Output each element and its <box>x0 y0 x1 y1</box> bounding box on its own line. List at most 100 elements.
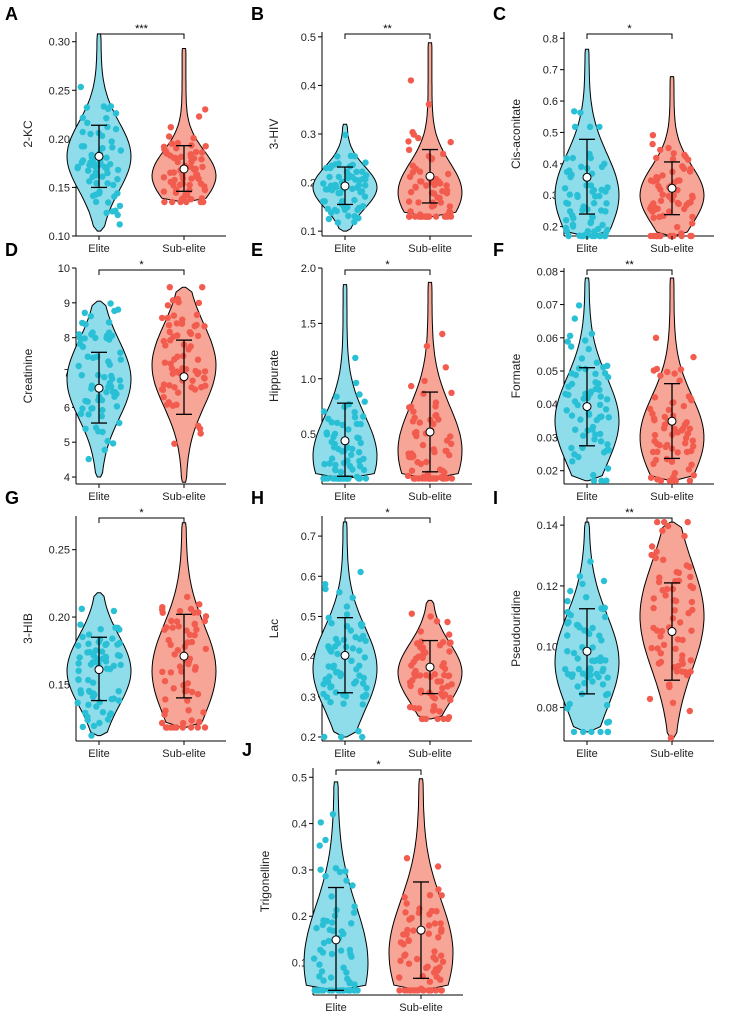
data-point <box>659 191 666 198</box>
data-point <box>564 608 571 616</box>
data-point <box>405 960 413 967</box>
data-point <box>407 403 415 410</box>
data-point <box>442 447 449 455</box>
data-point <box>602 657 609 664</box>
data-point <box>405 450 412 457</box>
data-point <box>664 368 671 376</box>
data-point <box>173 618 181 625</box>
y-axis-label: Creatinine <box>21 348 35 403</box>
data-point <box>174 295 182 303</box>
data-point <box>568 412 576 419</box>
data-point <box>674 177 681 184</box>
significance-label: * <box>385 259 390 271</box>
data-point <box>433 908 440 915</box>
data-point <box>346 462 354 470</box>
data-point <box>396 987 403 994</box>
data-point <box>190 134 197 142</box>
data-point <box>446 451 453 459</box>
data-point <box>418 178 425 185</box>
data-point <box>593 359 601 366</box>
data-point <box>202 143 209 150</box>
data-point <box>565 383 572 390</box>
data-point <box>191 632 198 639</box>
significance-bracket <box>586 269 673 275</box>
data-point <box>575 302 583 309</box>
data-point <box>99 406 106 414</box>
data-point <box>572 426 579 433</box>
data-point <box>574 193 581 200</box>
data-point <box>404 472 412 480</box>
data-point <box>198 149 206 156</box>
data-point <box>586 123 594 130</box>
data-point <box>322 872 329 880</box>
panel-letter: B <box>251 4 264 24</box>
data-point <box>688 627 695 634</box>
data-point <box>581 679 588 687</box>
data-point <box>653 548 660 555</box>
data-point <box>566 332 574 339</box>
data-point <box>361 398 368 405</box>
data-point <box>162 724 170 731</box>
data-point <box>106 361 114 368</box>
data-point <box>195 299 203 307</box>
data-point <box>672 477 679 484</box>
data-point <box>412 165 420 172</box>
y-tick-label: 0.08 <box>537 266 558 278</box>
data-point <box>354 434 361 441</box>
data-point <box>648 644 655 652</box>
data-point <box>658 627 666 635</box>
data-point <box>405 213 413 220</box>
data-point <box>351 903 358 910</box>
data-point <box>331 440 338 448</box>
data-point <box>596 232 603 240</box>
data-point <box>187 163 194 170</box>
data-point <box>444 715 452 723</box>
data-point <box>329 919 336 926</box>
data-point <box>435 886 442 893</box>
data-point <box>95 371 102 379</box>
data-point <box>657 658 665 666</box>
mean-marker <box>667 627 677 637</box>
data-point <box>685 393 693 400</box>
data-point <box>171 440 178 447</box>
mean-marker <box>179 651 189 661</box>
data-point <box>319 921 326 929</box>
data-point <box>171 176 178 184</box>
data-point <box>158 314 166 322</box>
data-point <box>436 708 443 715</box>
data-point <box>686 477 694 484</box>
data-point <box>161 626 168 633</box>
data-point <box>665 144 672 152</box>
panel-a: A 0.10 0.15 0.20 0.25 0.30 2-KC *** Elite Sub-eli… <box>5 4 226 255</box>
y-tick-label: 0.4 <box>301 80 316 92</box>
data-point <box>587 154 594 162</box>
data-point <box>75 667 82 674</box>
data-point <box>160 188 168 195</box>
data-point <box>604 690 612 698</box>
data-point <box>674 429 681 436</box>
data-point <box>432 399 440 406</box>
y-axis-label: Trigonelline <box>258 850 272 912</box>
data-point <box>194 356 202 363</box>
data-point <box>421 377 428 385</box>
data-point <box>685 156 692 163</box>
data-point <box>349 594 356 601</box>
data-point <box>669 615 677 622</box>
data-point <box>574 683 581 690</box>
data-point <box>595 673 602 681</box>
data-point <box>160 394 167 401</box>
data-point <box>590 200 598 207</box>
data-point <box>659 527 666 534</box>
data-point <box>423 458 430 466</box>
y-axis-label: Formate <box>509 353 523 398</box>
data-point <box>354 206 361 214</box>
data-point <box>651 417 658 424</box>
data-point <box>591 436 598 443</box>
data-point <box>430 420 437 427</box>
points-sub-elite <box>160 106 209 206</box>
data-point <box>93 703 100 710</box>
data-point <box>169 297 177 304</box>
data-point <box>195 369 202 376</box>
data-point <box>180 352 187 360</box>
y-tick-label: 0.8 <box>543 33 558 45</box>
